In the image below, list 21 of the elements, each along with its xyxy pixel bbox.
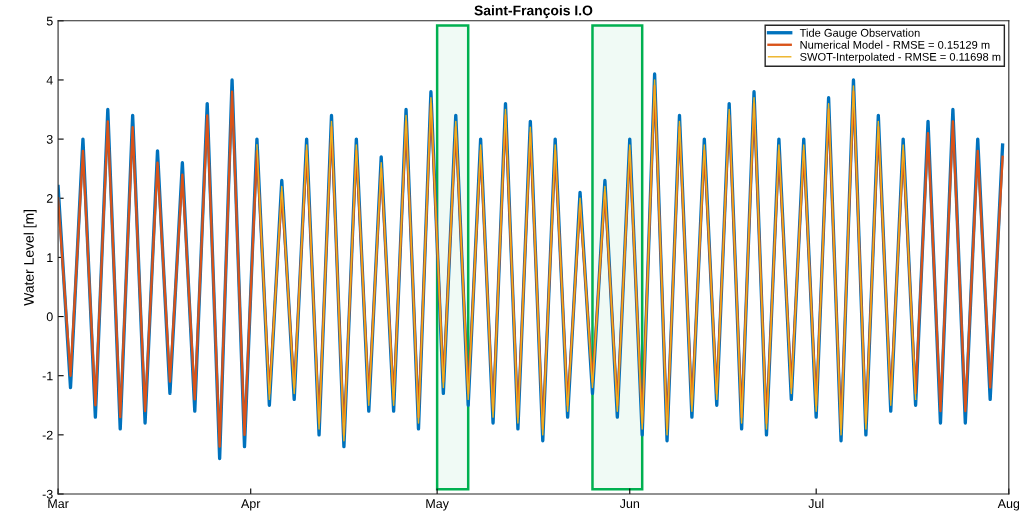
x-tick-label: Aug (997, 499, 1019, 511)
y-tick-label: -3 (42, 489, 53, 499)
y-tick-label: -2 (42, 430, 53, 440)
legend-label: Numerical Model - RMSE = 0.15129 m (800, 40, 990, 49)
y-tick-label: 4 (46, 75, 53, 85)
x-tick-label: May (426, 499, 449, 511)
x-tick-label: Jun (619, 499, 640, 509)
y-axis-title: Water Level [m] (23, 210, 37, 306)
y-tick-label: -1 (42, 371, 53, 381)
x-tick-label: Jul (808, 498, 824, 509)
y-tick-label: 3 (46, 134, 53, 144)
chart-title: Saint-François I.O (474, 5, 593, 19)
line-series (256, 79, 917, 442)
x-tick-label: Apr (241, 499, 261, 511)
y-tick-label: 0 (46, 312, 53, 322)
x-tick-label: Mar (48, 499, 69, 509)
y-tick-label: 2 (46, 194, 53, 203)
legend-label: Tide Gauge Observation (799, 28, 920, 39)
legend-label: SWOT-Interpolated - RMSE = 0.11698 m (800, 52, 1001, 63)
y-tick-label: 5 (46, 16, 53, 26)
y-tick-label: 1 (47, 253, 53, 262)
